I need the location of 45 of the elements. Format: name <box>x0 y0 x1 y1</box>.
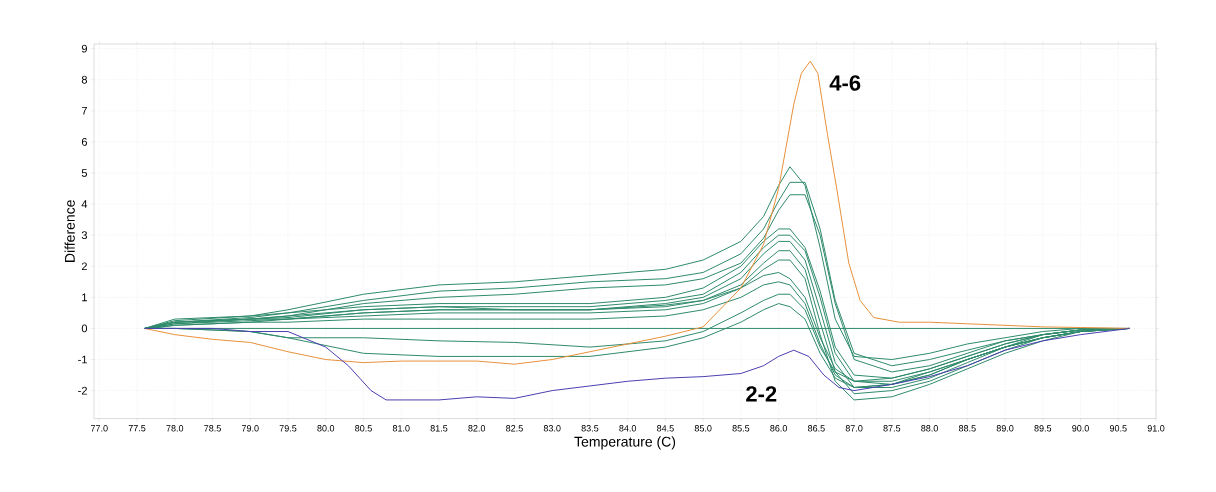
x-tick-label: 81.0 <box>392 425 410 432</box>
x-tick-label: 80.5 <box>355 425 372 432</box>
x-tick-label: 91.0 <box>1147 425 1165 432</box>
x-tick-label: 79.0 <box>241 425 259 432</box>
x-tick-label: 90.5 <box>1109 425 1127 432</box>
x-tick-label: 88.5 <box>958 425 976 432</box>
y-tick-label: 7 <box>81 107 87 115</box>
y-axis-title: Difference <box>64 200 75 262</box>
x-tick-label: 77.5 <box>128 425 146 432</box>
y-tick-label: 0 <box>81 324 88 333</box>
annotation: 4-6 <box>829 75 861 91</box>
x-tick-label: 78.0 <box>166 425 184 432</box>
y-tick-label: 5 <box>81 169 88 177</box>
x-tick-label: 88.0 <box>921 425 938 432</box>
x-tick-label: 89.0 <box>996 425 1014 432</box>
y-tick-label: 1 <box>82 293 87 302</box>
annotation: 2-2 <box>746 386 777 402</box>
x-tick-label: 84.5 <box>657 425 674 432</box>
x-tick-label: 82.5 <box>506 425 523 432</box>
x-tick-label: 80.0 <box>317 425 335 432</box>
x-tick-label: 87.0 <box>845 425 863 432</box>
y-tick-label: 2 <box>81 262 87 271</box>
x-tick-label: 83.0 <box>543 425 561 432</box>
x-tick-label: 86.0 <box>770 425 788 432</box>
x-tick-label: 90.0 <box>1072 425 1089 432</box>
x-tick-label: 78.5 <box>204 425 221 432</box>
x-tick-label: 82.0 <box>468 425 486 432</box>
y-tick-label: 6 <box>81 138 87 146</box>
x-tick-label: 85.0 <box>694 425 712 432</box>
x-axis-title: Temperature (C) <box>574 436 676 450</box>
x-tick-label: 81.5 <box>430 425 448 432</box>
x-tick-label: 86.5 <box>807 425 825 432</box>
x-tick-label: 83.5 <box>581 425 599 432</box>
x-tick-label: 84.0 <box>619 425 637 432</box>
x-tick-label: 79.5 <box>279 425 297 432</box>
y-tick-label: 4 <box>81 200 88 208</box>
y-tick-label: -1 <box>78 355 87 364</box>
x-tick-label: 89.5 <box>1034 425 1052 432</box>
y-tick-label: 8 <box>81 75 87 84</box>
x-tick-label: 77.0 <box>90 425 108 432</box>
x-tick-label: 85.5 <box>732 425 750 432</box>
y-tick-label: -2 <box>78 386 87 395</box>
x-tick-label: 87.5 <box>883 425 901 432</box>
y-tick-label: 9 <box>81 44 87 53</box>
y-tick-label: 3 <box>81 231 87 240</box>
